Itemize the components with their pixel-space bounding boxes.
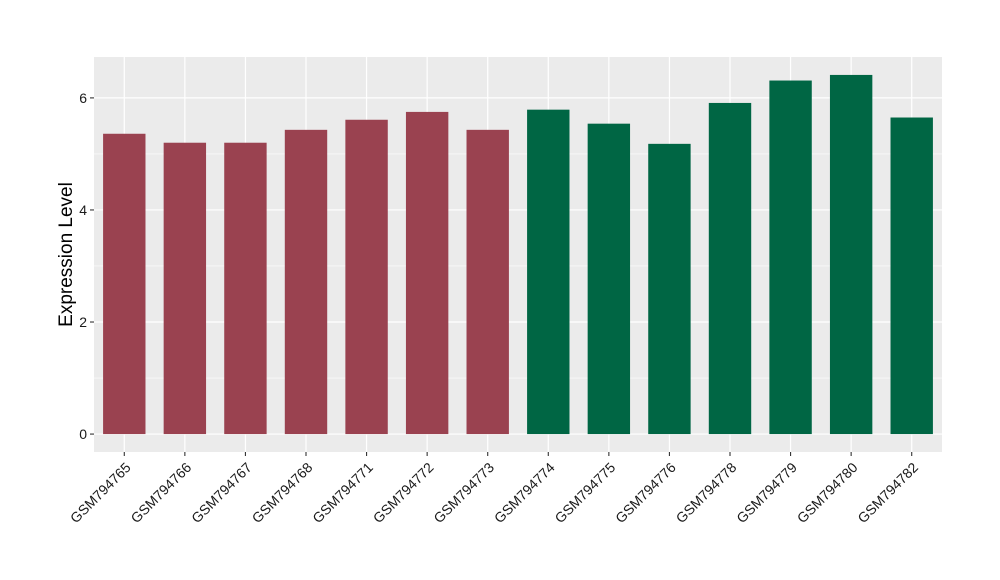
plot-panel	[94, 57, 942, 452]
x-tick-label: GSM794771	[309, 459, 376, 526]
x-tick-label: GSM794778	[673, 459, 740, 526]
x-tick-label: GSM794774	[491, 459, 558, 526]
y-tick-label: 0	[79, 426, 87, 442]
x-tick-label: GSM794765	[67, 459, 134, 526]
x-axis: GSM794765GSM794766GSM794767GSM794768GSM7…	[67, 452, 921, 526]
x-tick-label: GSM794775	[551, 459, 618, 526]
bar-GSM794767	[224, 142, 267, 435]
y-axis: 0 2 4 6	[79, 90, 94, 442]
bar-GSM794775	[587, 123, 631, 435]
bar-GSM794774	[527, 109, 570, 435]
x-tick-label: GSM794768	[249, 459, 316, 526]
bar-GSM794765	[103, 133, 146, 435]
bar-GSM794773	[466, 129, 509, 435]
x-tick-label: GSM794766	[127, 459, 194, 526]
x-tick-label: GSM794772	[370, 459, 437, 526]
bar-GSM794779	[769, 80, 812, 435]
bars	[103, 74, 933, 435]
bar-GSM794766	[163, 142, 207, 435]
x-tick-label: GSM794776	[612, 459, 679, 526]
bar-GSM794771	[345, 119, 388, 435]
y-tick-label: 2	[79, 314, 87, 330]
x-tick-label: GSM794780	[794, 459, 861, 526]
bar-GSM794768	[284, 129, 328, 435]
y-axis-title: Expression Level	[56, 182, 77, 327]
bar-GSM794778	[708, 102, 752, 435]
x-tick-label: GSM794779	[733, 459, 800, 526]
x-tick-label: GSM794782	[854, 459, 921, 526]
bar-GSM794772	[405, 111, 449, 435]
bar-GSM794776	[648, 143, 691, 435]
y-tick-label: 6	[79, 90, 87, 106]
bar-GSM794780	[829, 74, 873, 435]
x-tick-label: GSM794767	[188, 459, 255, 526]
y-tick-label: 4	[79, 202, 87, 218]
bar-GSM794782	[890, 117, 933, 435]
x-tick-label: GSM794773	[430, 459, 497, 526]
